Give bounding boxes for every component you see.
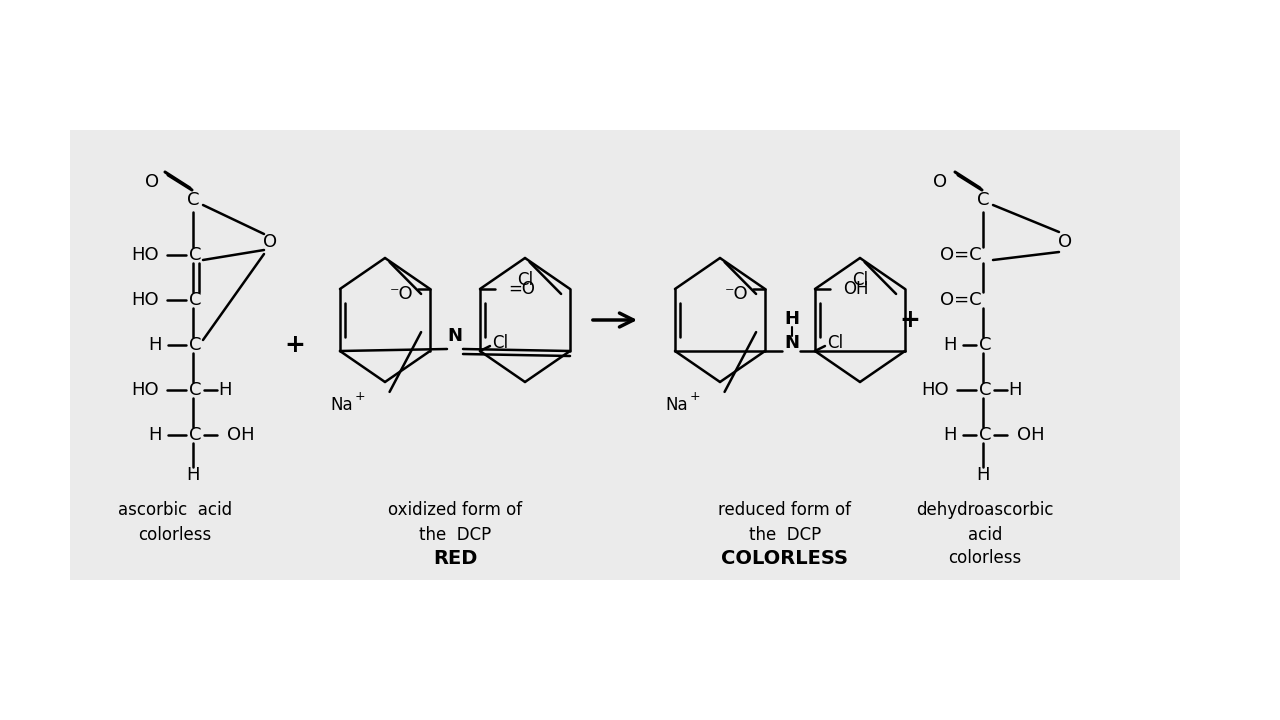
Text: O=C: O=C <box>940 246 982 264</box>
Text: HO: HO <box>131 246 159 264</box>
Text: O: O <box>145 173 159 191</box>
Text: O: O <box>262 233 276 251</box>
Text: H: H <box>148 336 161 354</box>
Text: +: + <box>900 308 920 332</box>
Text: C: C <box>979 336 991 354</box>
Text: Na: Na <box>330 396 352 414</box>
Text: O: O <box>1059 233 1073 251</box>
Text: N: N <box>448 327 462 345</box>
Text: C: C <box>979 381 991 399</box>
Text: OH: OH <box>844 280 868 298</box>
Text: colorless: colorless <box>948 549 1021 567</box>
Text: H: H <box>187 466 200 484</box>
Text: +: + <box>355 390 366 403</box>
Text: H: H <box>1009 381 1021 399</box>
Text: C: C <box>979 426 991 444</box>
Text: O=C: O=C <box>940 291 982 309</box>
Text: ascorbic  acid: ascorbic acid <box>118 501 232 519</box>
Text: +: + <box>284 333 306 357</box>
Text: C: C <box>188 381 201 399</box>
Text: Cl: Cl <box>852 271 868 289</box>
Text: dehydroascorbic: dehydroascorbic <box>916 501 1053 519</box>
Text: Cl: Cl <box>517 271 532 289</box>
Text: COLORLESS: COLORLESS <box>722 549 849 567</box>
Text: Na: Na <box>666 396 687 414</box>
Text: the  DCP: the DCP <box>749 526 822 544</box>
Text: H: H <box>785 310 800 328</box>
Text: =O: =O <box>508 280 535 298</box>
Text: C: C <box>188 246 201 264</box>
Text: HO: HO <box>131 291 159 309</box>
Text: O: O <box>933 173 947 191</box>
Text: C: C <box>188 336 201 354</box>
Text: H: H <box>219 381 232 399</box>
Text: N: N <box>785 334 800 352</box>
Text: ⁻O: ⁻O <box>390 285 413 303</box>
Text: C: C <box>977 191 989 209</box>
Text: HO: HO <box>131 381 159 399</box>
Text: C: C <box>187 191 200 209</box>
Text: colorless: colorless <box>138 526 211 544</box>
Text: reduced form of: reduced form of <box>718 501 851 519</box>
Text: H: H <box>977 466 989 484</box>
Text: RED: RED <box>433 549 477 567</box>
Text: Cl: Cl <box>492 334 508 352</box>
Text: C: C <box>188 426 201 444</box>
Text: H: H <box>943 426 956 444</box>
Text: HO: HO <box>922 381 948 399</box>
Text: H: H <box>943 336 956 354</box>
Text: H: H <box>148 426 161 444</box>
Text: +: + <box>690 390 700 403</box>
Text: the  DCP: the DCP <box>419 526 492 544</box>
Text: OH: OH <box>1018 426 1044 444</box>
Text: ⁻O: ⁻O <box>726 285 749 303</box>
Text: OH: OH <box>227 426 255 444</box>
Text: acid: acid <box>968 526 1002 544</box>
Text: Cl: Cl <box>827 334 844 352</box>
Text: oxidized form of: oxidized form of <box>388 501 522 519</box>
Bar <box>70 130 1180 580</box>
Text: C: C <box>188 291 201 309</box>
